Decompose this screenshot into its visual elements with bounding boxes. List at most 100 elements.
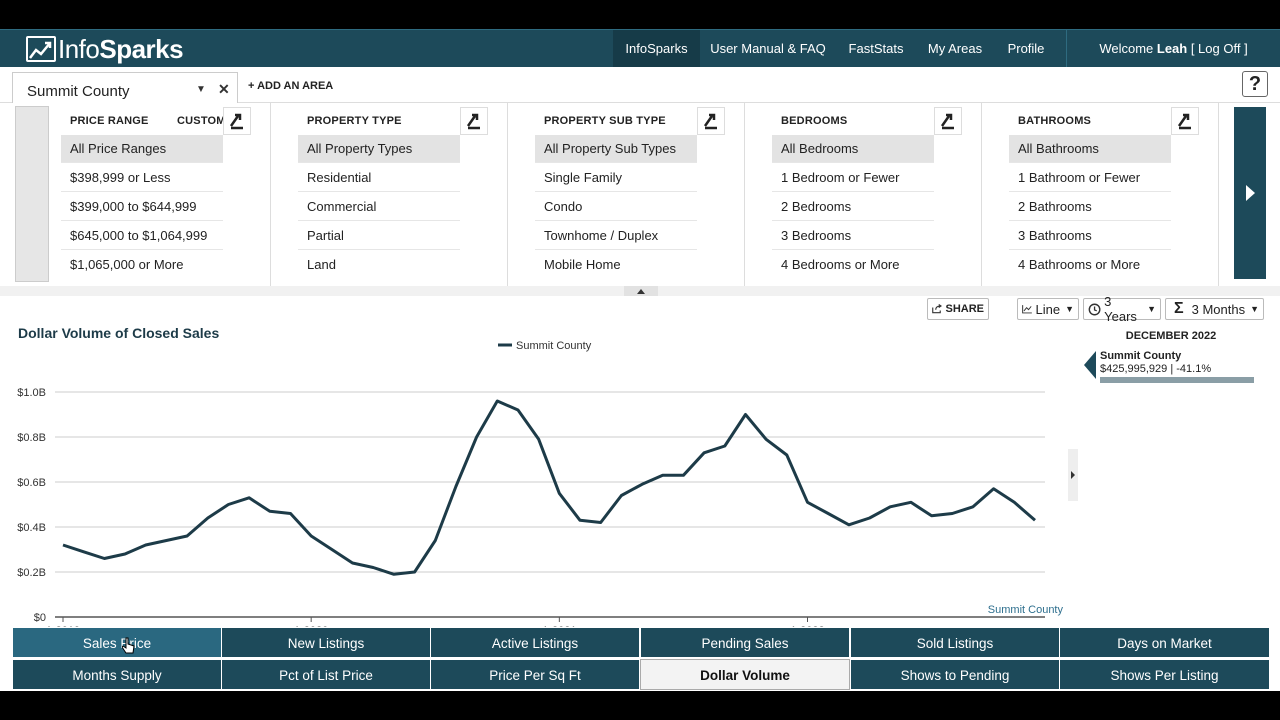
tab-sales-price[interactable]: Sales Price [12,627,222,658]
add-area-button[interactable]: + ADD AN AREA [248,80,334,92]
tab-sold-listings[interactable]: Sold Listings [850,627,1060,658]
chevron-down-icon: ▼ [1250,304,1259,314]
filter-left-scroll[interactable] [15,106,49,282]
filter-option[interactable]: 1 Bedroom or Fewer [772,164,934,192]
filter-option[interactable]: All Price Ranges [61,135,223,163]
tab-dollar-volume[interactable]: Dollar Volume [640,659,850,690]
legend-label[interactable]: Summit County [516,340,592,352]
period-label: 3 Years [1104,294,1137,324]
filter-option[interactable]: All Property Sub Types [535,135,697,163]
tab-days-on-market[interactable]: Days on Market [1059,627,1270,658]
collapse-handle[interactable] [624,286,658,296]
chart-type-select[interactable]: Line ▼ [1017,298,1079,320]
filter-option[interactable]: 4 Bedrooms or More [781,257,900,272]
filter-option[interactable]: All Bedrooms [772,135,934,163]
filter-option[interactable]: Land [307,257,336,272]
help-button[interactable]: ? [1242,71,1268,97]
series-line-summit-county[interactable] [62,399,1036,576]
welcome-prefix: Welcome [1099,41,1157,56]
filter-option[interactable]: 2 Bedrooms [772,193,934,221]
filter-option[interactable]: All Bathrooms [1009,135,1171,163]
filter-panel: PRICE RANGE CUSTOM All Price Ranges $398… [0,103,1280,286]
y-tick-label: $0.2B [17,567,46,579]
tab-price-per-sq-ft[interactable]: Price Per Sq Ft [430,659,640,690]
filter-option[interactable]: $398,999 or Less [61,164,223,192]
filter-option[interactable]: $399,000 to $644,999 [61,193,223,221]
share-button[interactable]: SHARE [927,298,989,320]
x-tick-label: 1-2022 [790,625,824,627]
filter-option[interactable]: 1 Bathroom or Fewer [1009,164,1171,192]
y-tick-label: $1.0B [17,387,46,399]
logout-link[interactable]: [ Log Off ] [1187,41,1248,56]
y-tick-label: $0.6B [17,477,46,489]
chart-area: Dollar Volume of Closed Sales SHARE Line… [0,294,1280,627]
line-chart-icon [1022,305,1032,314]
rolling-average-select[interactable]: Σ 3 Months ▼ [1165,298,1264,320]
pointer-arrow-icon [1084,351,1096,379]
tab-pct-of-list-price[interactable]: Pct of List Price [221,659,431,690]
chevron-right-icon[interactable] [1071,471,1075,479]
infosparks-logo[interactable]: Info Sparks [26,33,184,64]
apply-filter-icon[interactable] [1171,107,1199,135]
filter-option[interactable]: All Property Types [298,135,460,163]
tab-pending-sales[interactable]: Pending Sales [640,627,850,658]
chevron-down-icon: ▼ [1065,304,1074,314]
period-select[interactable]: 3 Years ▼ [1083,294,1161,324]
filter-option[interactable]: 3 Bathrooms [1009,222,1171,250]
tab-shows-per-listing[interactable]: Shows Per Listing [1059,659,1270,690]
filter-bedrooms: BEDROOMS All Bedrooms 1 Bedroom or Fewer… [745,103,982,286]
filter-option[interactable]: $645,000 to $1,064,999 [61,222,223,250]
chart-title: Dollar Volume of Closed Sales [18,325,220,341]
filter-collapse-bar[interactable] [0,286,1280,296]
chevron-down-icon[interactable]: ▼ [196,84,206,95]
apply-filter-icon[interactable] [697,107,725,135]
tab-new-listings[interactable]: New Listings [221,627,431,658]
apply-filter-icon[interactable] [223,107,251,135]
line-chart: $0 $0.2B $0.4B $0.6B $0.8B $1.0B 1-2019 1-2020… [17,340,1078,627]
nav-user-manual[interactable]: User Manual & FAQ [710,41,826,56]
nav-faststats[interactable]: FastStats [848,41,904,56]
chart-type-label: Line [1035,301,1061,317]
nav-my-areas[interactable]: My Areas [927,41,983,56]
tab-months-supply[interactable]: Months Supply [12,659,222,690]
user-name: Leah [1156,41,1188,56]
filter-price-range: PRICE RANGE CUSTOM All Price Ranges $398… [49,103,271,286]
filter-option[interactable]: Townhome / Duplex [535,222,697,250]
filter-option[interactable]: Single Family [535,164,697,192]
info-area: Summit County [1100,350,1182,362]
tab-active-listings[interactable]: Active Listings [430,627,640,658]
apply-filter-icon[interactable] [934,107,962,135]
filter-option[interactable]: Residential [298,164,460,192]
y-tick-label: $0 [34,612,46,624]
filter-property-type: PROPERTY TYPE All Property Types Residen… [271,103,508,286]
filter-option[interactable]: 4 Bathrooms or More [1018,257,1141,272]
info-value-bar [1100,377,1254,383]
nav-profile[interactable]: Profile [1007,41,1045,56]
close-icon[interactable]: ✕ [218,81,230,97]
info-value: $425,995,929 | -41.1% [1100,363,1212,375]
filter-option[interactable]: Mobile Home [544,257,621,272]
filter-option[interactable]: 3 Bedrooms [772,222,934,250]
custom-link[interactable]: CUSTOM [177,115,226,127]
filter-property-sub-type: PROPERTY SUB TYPE All Property Sub Types… [508,103,745,286]
filter-scroll-right[interactable] [1234,107,1266,279]
rolling-label: 3 Months [1191,301,1246,317]
tab-shows-to-pending[interactable]: Shows to Pending [850,659,1060,690]
filter-option[interactable]: Commercial [298,193,460,221]
area-bar: Summit County ▼ ✕ + ADD AN AREA ? [0,67,1280,104]
apply-filter-icon[interactable] [460,107,488,135]
filter-option[interactable]: $1,065,000 or More [70,257,184,272]
logo-text-sparks: Sparks [99,33,184,64]
filter-header: PRICE RANGE [70,115,149,127]
filter-bathrooms: BATHROOMS All Bathrooms 1 Bathroom or Fe… [982,103,1219,286]
filter-header: BEDROOMS [781,115,848,127]
filter-option[interactable]: Condo [535,193,697,221]
area-tab[interactable]: Summit County ▼ ✕ [12,72,238,104]
filter-option[interactable]: Partial [298,222,460,250]
clock-icon [1088,303,1101,315]
y-tick-label: $0.8B [17,432,46,444]
mouse-cursor-icon [122,637,135,654]
nav-infosparks[interactable]: InfoSparks [613,30,700,68]
filter-option[interactable]: 2 Bathrooms [1009,193,1171,221]
app-window: Info Sparks InfoSparks User Manual & FAQ … [0,29,1280,691]
